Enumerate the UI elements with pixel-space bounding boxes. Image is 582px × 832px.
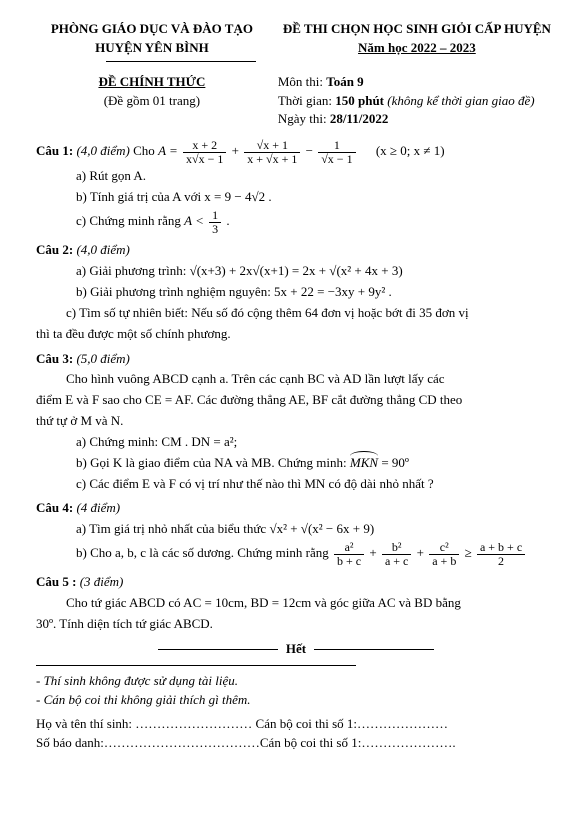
question-3: Câu 3: (5,0 điểm) Cho hình vuông ABCD cạ…: [36, 350, 556, 494]
title-line-1: ĐỀ THI CHỌN HỌC SINH GIỎI CẤP HUYỆN: [278, 20, 556, 39]
q3-a: a) Chứng minh: CM . DN = a²;: [76, 433, 556, 452]
q1-a: a) Rút gọn A.: [76, 167, 556, 186]
plus-1: +: [232, 143, 243, 158]
q1-c-frac: 13: [209, 209, 221, 235]
q3-p3: thứ tự ở M và N.: [36, 412, 556, 431]
q3-p2: điểm E và F sao cho CE = AF. Các đường t…: [36, 391, 556, 410]
q4-points: (4 điểm): [73, 500, 120, 515]
q1-frac-2: √x + 1x + √x + 1: [244, 139, 300, 165]
q5-p1: Cho tứ giác ABCD có AC = 10cm, BD = 12cm…: [36, 594, 556, 613]
header-left: PHÒNG GIÁO DỤC VÀ ĐÀO TẠO HUYỆN YÊN BÌNH: [36, 20, 268, 65]
sig-line-1: Họ và tên thí sinh: ……………………… Cán bộ coi…: [36, 715, 556, 734]
question-2: Câu 2: (4,0 điểm) a) Giải phương trình: …: [36, 241, 556, 343]
duration-note: (không kể thời gian giao đề): [387, 93, 534, 108]
subject-line: Môn thi: Toán 9: [278, 73, 556, 92]
org-line-2: HUYỆN YÊN BÌNH: [36, 39, 268, 58]
org-line-1: PHÒNG GIÁO DỤC VÀ ĐÀO TẠO: [36, 20, 268, 39]
q5-title-row: Câu 5 : (3 điểm): [36, 573, 556, 592]
header-right: ĐỀ THI CHỌN HỌC SINH GIỎI CẤP HUYỆN Năm …: [278, 20, 556, 65]
sub-left: ĐỀ CHÍNH THỨC (Đề gồm 01 trang): [36, 73, 268, 130]
q5-points: (3 điểm): [76, 574, 123, 589]
q5-p2: 30º. Tính diện tích tứ giác ABCD.: [36, 615, 556, 634]
q2-c-line1: c) Tìm số tự nhiên biết: Nếu số đó cộng …: [36, 304, 556, 323]
q1-c-head: c) Chứng minh rằng: [76, 213, 184, 228]
q1-title-row: Câu 1: (4,0 điểm) Cho A = x + 2x√x − 1 +…: [36, 139, 556, 165]
note-2: - Cán bộ coi thi không giải thích gì thê…: [36, 691, 556, 710]
q3-p1: Cho hình vuông ABCD cạnh a. Trên các cạn…: [36, 370, 556, 389]
q4-title-row: Câu 4: (4 điểm): [36, 499, 556, 518]
q1-c-lhs: A <: [184, 213, 207, 228]
signature-block: Họ và tên thí sinh: ……………………… Cán bộ coi…: [36, 715, 556, 753]
exam-page: PHÒNG GIÁO DỤC VÀ ĐÀO TẠO HUYỆN YÊN BÌNH…: [0, 0, 582, 763]
q4-a: a) Tìm giá trị nhỏ nhất của biểu thức √x…: [76, 520, 556, 539]
q4-b-pre: b) Cho a, b, c là các số dương. Chứng mi…: [76, 545, 332, 560]
end-line-right: [314, 649, 434, 650]
end-line-left: [158, 649, 278, 650]
q1-frac-3: 1√x − 1: [318, 139, 355, 165]
q1-points: (4,0 điểm): [73, 143, 133, 158]
note-1: - Thí sinh không được sử dụng tài liệu.: [36, 672, 556, 691]
duration-label: Thời gian:: [278, 93, 335, 108]
q4-frac-2: b²a + c: [382, 541, 411, 567]
q1-c-tail: .: [226, 213, 229, 228]
end-text: Hết: [286, 640, 306, 659]
q1-condition: (x ≥ 0; x ≠ 1): [376, 143, 445, 158]
q3-b-arc-text: MKN: [350, 455, 378, 470]
question-4: Câu 4: (4 điểm) a) Tìm giá trị nhỏ nhất …: [36, 499, 556, 567]
q4-label: Câu 4:: [36, 500, 73, 515]
q3-points: (5,0 điểm): [73, 351, 130, 366]
q2-points: (4,0 điểm): [73, 242, 130, 257]
page-count: (Đề gồm 01 trang): [36, 92, 268, 111]
sig-line-2: Số báo danh:………………………………Cán bộ coi thi s…: [36, 734, 556, 753]
notes-divider: [36, 665, 356, 666]
q5-label: Câu 5 :: [36, 574, 76, 589]
subject-label: Môn thi:: [278, 74, 326, 89]
q2-a: a) Giải phương trình: √(x+3) + 2x√(x+1) …: [76, 262, 556, 281]
q1-A-eq: A =: [158, 143, 181, 158]
q2-label: Câu 2:: [36, 242, 73, 257]
q1-frac-1: x + 2x√x − 1: [183, 139, 226, 165]
q4-b: b) Cho a, b, c là các số dương. Chứng mi…: [76, 541, 556, 567]
end-rule: Hết: [36, 640, 556, 659]
q4-frac-1: a²b + c: [334, 541, 364, 567]
q3-b: b) Gọi K là giao điểm của NA và MB. Chứn…: [76, 454, 556, 473]
title-line-2: Năm học 2022 – 2023: [278, 39, 556, 58]
q2-c-line2: thì ta đều được một số chính phương.: [36, 325, 556, 344]
header: PHÒNG GIÁO DỤC VÀ ĐÀO TẠO HUYỆN YÊN BÌNH…: [36, 20, 556, 65]
notes: - Thí sinh không được sử dụng tài liệu. …: [36, 672, 556, 710]
q4-plus-2: +: [417, 545, 424, 560]
duration-line: Thời gian: 150 phút (không kể thời gian …: [278, 92, 556, 111]
q3-label: Câu 3:: [36, 351, 73, 366]
q4-frac-r: a + b + c2: [477, 541, 525, 567]
q3-c: c) Các điểm E và F có vị trí như thế nào…: [76, 475, 556, 494]
q4-frac-3: c²a + b: [429, 541, 459, 567]
question-1: Câu 1: (4,0 điểm) Cho A = x + 2x√x − 1 +…: [36, 139, 556, 235]
question-5: Câu 5 : (3 điểm) Cho tứ giác ABCD có AC …: [36, 573, 556, 634]
header-left-rule: [106, 61, 256, 62]
q1-b: b) Tính giá trị của A với x = 9 − 4√2 .: [76, 188, 556, 207]
sub-header: ĐỀ CHÍNH THỨC (Đề gồm 01 trang) Môn thi:…: [36, 73, 556, 130]
q2-title-row: Câu 2: (4,0 điểm): [36, 241, 556, 260]
q3-b-post: = 90º: [381, 455, 409, 470]
sub-right: Môn thi: Toán 9 Thời gian: 150 phút (khô…: [278, 73, 556, 130]
official-label: ĐỀ CHÍNH THỨC: [36, 73, 268, 92]
q3-b-pre: b) Gọi K là giao điểm của NA và MB. Chứn…: [76, 455, 350, 470]
date-value: 28/11/2022: [330, 111, 389, 126]
date-line: Ngày thi: 28/11/2022: [278, 110, 556, 129]
q3-title-row: Câu 3: (5,0 điểm): [36, 350, 556, 369]
date-label: Ngày thi:: [278, 111, 330, 126]
duration-value: 150 phút: [335, 93, 387, 108]
q4-plus-1: +: [369, 545, 376, 560]
q2-b: b) Giải phương trình nghiệm nguyên: 5x +…: [76, 283, 556, 302]
q4-ge: ≥: [465, 545, 475, 560]
angle-arc: MKN: [350, 454, 378, 473]
q1-c: c) Chứng minh rằng A < 13 .: [76, 209, 556, 235]
minus-1: −: [306, 143, 317, 158]
subject-value: Toán 9: [326, 74, 363, 89]
q1-cho: Cho: [133, 143, 158, 158]
q1-label: Câu 1:: [36, 143, 73, 158]
